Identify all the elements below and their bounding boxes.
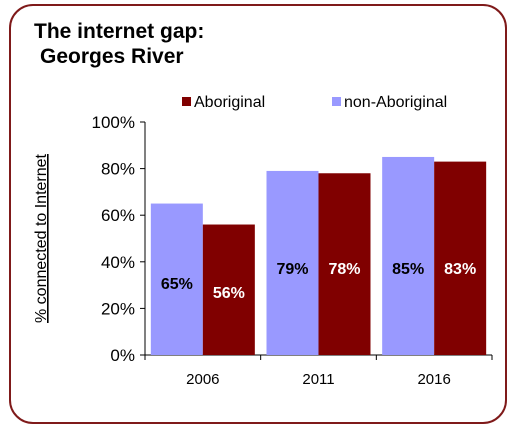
legend-swatch-aboriginal: [182, 97, 191, 106]
x-tick-label: 2016: [417, 371, 450, 388]
y-tick-label: 0%: [110, 346, 135, 365]
x-tick-label: 2006: [186, 371, 219, 388]
y-tick-label: 100%: [92, 113, 135, 132]
data-label: 65%: [161, 276, 193, 293]
y-axis-label: % connected to Internet: [33, 153, 50, 323]
data-label: 78%: [328, 261, 360, 278]
y-tick-label: 60%: [101, 206, 135, 225]
bar-chart: 0% 20% 40% 60% 80% 100% % connected to Interne…: [0, 0, 520, 405]
bar-aboriginal-2016: [434, 162, 486, 355]
y-tick-label: 80%: [101, 160, 135, 179]
y-tick-label: 20%: [101, 299, 135, 318]
legend-label-non-aboriginal: non-Aboriginal: [344, 94, 447, 111]
data-label: 56%: [213, 285, 245, 302]
y-tick-label: 40%: [101, 253, 135, 272]
data-label: 83%: [444, 261, 476, 278]
legend-label-aboriginal: Aboriginal: [194, 94, 265, 111]
bar-non-aboriginal-2016: [382, 157, 434, 355]
legend-swatch-non-aboriginal: [332, 97, 341, 106]
data-label: 79%: [276, 261, 308, 278]
x-tick-label: 2011: [302, 371, 334, 388]
data-label: 85%: [392, 261, 424, 278]
